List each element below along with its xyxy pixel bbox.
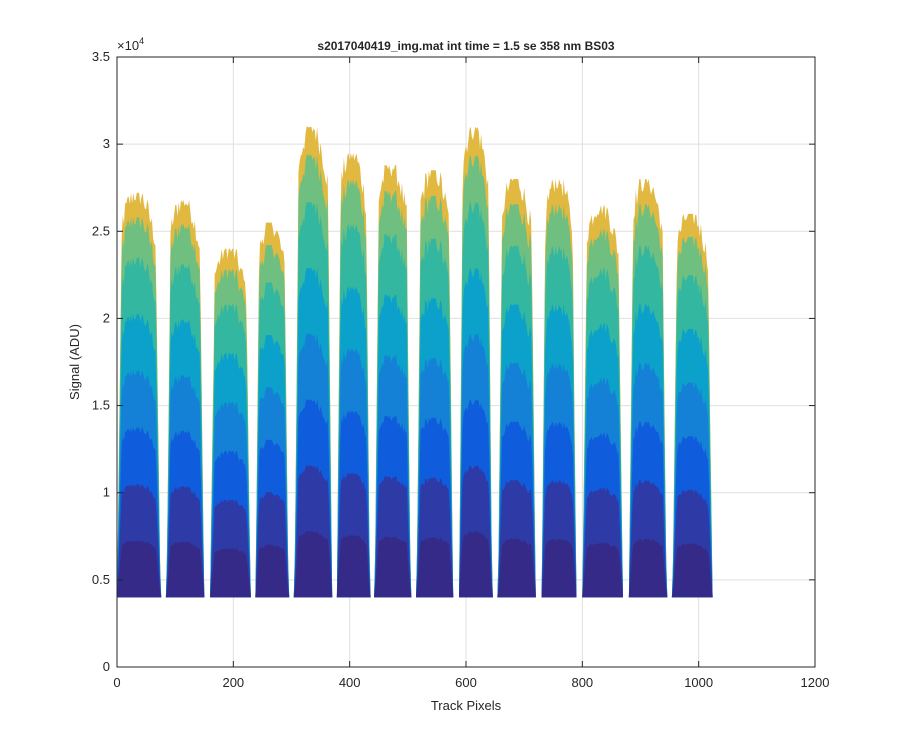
y-tick-label-15000: 1.5 xyxy=(92,398,110,413)
x-tick-label-600: 600 xyxy=(455,675,477,690)
x-tick-label-0: 0 xyxy=(113,675,120,690)
y-tick-label-20000: 2 xyxy=(103,310,110,325)
y-axis-exponent-base: ×10 xyxy=(117,38,139,53)
x-tick-label-1000: 1000 xyxy=(684,675,713,690)
y-tick-label-25000: 2.5 xyxy=(92,223,110,238)
area-layers xyxy=(117,126,713,598)
x-tick-label-400: 400 xyxy=(339,675,361,690)
x-axis-label: Track Pixels xyxy=(431,698,502,713)
area-layer-7 xyxy=(117,531,713,598)
x-tick-label-200: 200 xyxy=(222,675,244,690)
x-axis: 0 200 400 600 800 1000 1200 xyxy=(113,57,829,690)
y-axis-exponent: ×104 xyxy=(117,36,144,53)
y-tick-label-30000: 3 xyxy=(103,136,110,151)
chart-title: s2017040419_img.mat int time = 1.5 se 35… xyxy=(317,39,615,53)
x-tick-label-800: 800 xyxy=(571,675,593,690)
y-axis-exponent-power: 4 xyxy=(139,36,144,46)
y-tick-label-10000: 1 xyxy=(103,485,110,500)
y-tick-label-0: 0 xyxy=(103,659,110,674)
y-axis-label: Signal (ADU) xyxy=(67,324,82,400)
y-axis: 0 0.5 1 1.5 2 2.5 3 3.5 xyxy=(92,49,815,674)
x-tick-label-1200: 1200 xyxy=(801,675,830,690)
y-tick-label-35000: 3.5 xyxy=(92,49,110,64)
y-tick-label-5000: 0.5 xyxy=(92,572,110,587)
